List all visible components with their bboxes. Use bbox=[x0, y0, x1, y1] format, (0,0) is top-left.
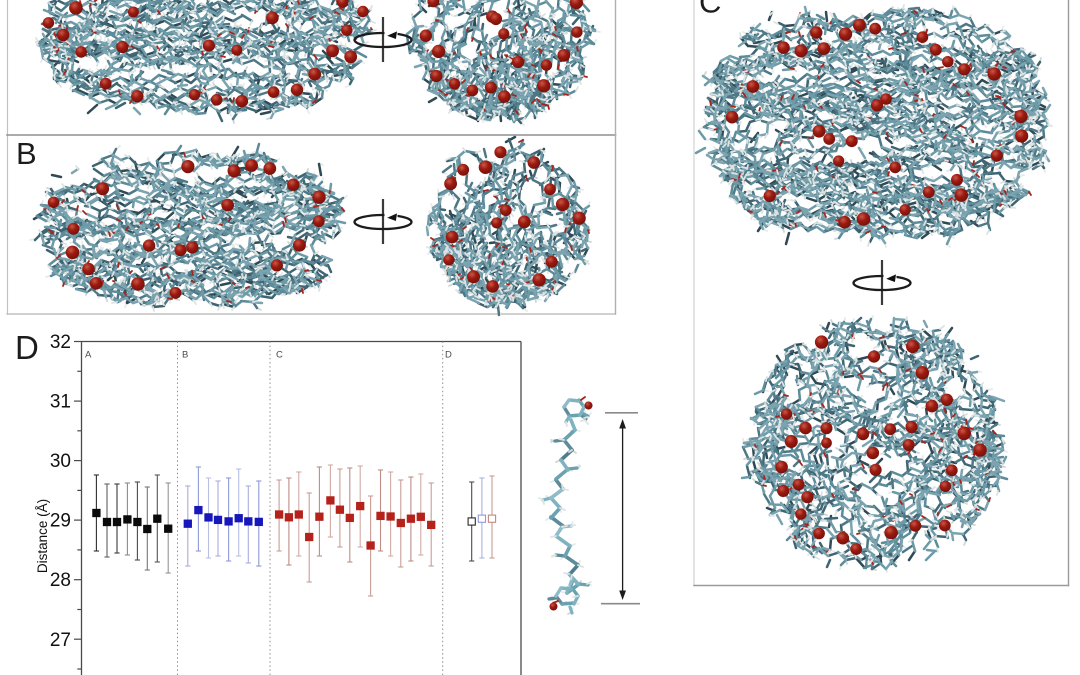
svg-text:30: 30 bbox=[50, 451, 71, 472]
svg-text:C: C bbox=[699, 0, 721, 20]
svg-text:C: C bbox=[276, 350, 283, 361]
svg-text:32: 32 bbox=[50, 332, 71, 353]
svg-text:Distance (Å): Distance (Å) bbox=[35, 499, 50, 573]
svg-text:B: B bbox=[182, 350, 188, 361]
svg-text:A: A bbox=[85, 350, 92, 361]
svg-text:D: D bbox=[15, 329, 39, 366]
svg-text:29: 29 bbox=[50, 511, 71, 532]
svg-text:D: D bbox=[445, 350, 452, 361]
svg-text:28: 28 bbox=[50, 570, 71, 591]
svg-text:27: 27 bbox=[50, 630, 71, 651]
svg-text:B: B bbox=[16, 136, 37, 171]
svg-text:31: 31 bbox=[50, 392, 71, 413]
